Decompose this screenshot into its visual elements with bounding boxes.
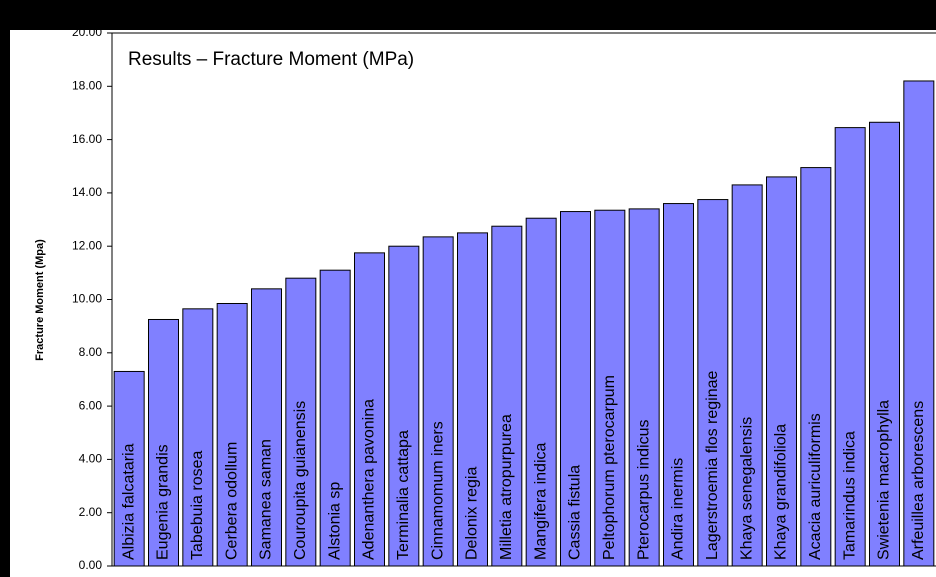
bar-label: Milletia atropurpurea xyxy=(498,414,515,560)
bar-label: Khaya senegalensis xyxy=(738,417,755,560)
bar-label: Delonix regia xyxy=(464,467,481,560)
bar-label: Couroupita guianensis xyxy=(292,401,309,560)
bar xyxy=(663,203,694,567)
bar-label: Albizia falcataria xyxy=(120,443,137,560)
chart-title: Results – Fracture Moment (MPa) xyxy=(128,49,414,70)
bar-label: Andira inermis xyxy=(670,458,687,560)
bar-label: Adenanthera pavonina xyxy=(361,399,378,560)
bar xyxy=(525,217,557,567)
bar xyxy=(766,176,797,567)
bar-label: Eugenia grandis xyxy=(155,444,172,560)
bar xyxy=(319,269,351,567)
y-tick-label: 10.00 xyxy=(72,292,102,306)
bar xyxy=(422,236,454,567)
y-tick-label: 14.00 xyxy=(72,185,102,199)
bar xyxy=(182,308,214,567)
bar xyxy=(594,209,626,567)
bar-label: Peltophorum pterocarpum xyxy=(601,375,618,560)
bar-label: Cassia fistula xyxy=(567,465,584,560)
bar-label: Alstonia sp xyxy=(326,482,343,560)
y-tick-label: 2.00 xyxy=(79,505,103,519)
bar-label: Pterocarpus indicus xyxy=(635,419,652,560)
bar xyxy=(113,370,145,567)
bar xyxy=(697,199,729,567)
bar-label: Swietenia macrophylla xyxy=(876,400,893,560)
bar xyxy=(216,302,248,567)
bar xyxy=(457,232,488,567)
y-tick-label: 4.00 xyxy=(79,452,103,466)
y-tick-label: 12.00 xyxy=(72,238,102,252)
bar xyxy=(354,252,385,567)
bar xyxy=(251,288,282,567)
bar-label: Tabebuia rosea xyxy=(189,450,206,560)
y-axis-label: Fracture Moment (Mpa) xyxy=(34,239,46,361)
bar xyxy=(628,208,660,567)
bar-label: Cerbera odollum xyxy=(223,442,240,560)
bar xyxy=(834,127,866,567)
bar xyxy=(388,245,420,567)
bar xyxy=(800,167,832,567)
bar xyxy=(560,211,591,567)
bar xyxy=(148,318,179,567)
y-tick-label: 18.00 xyxy=(72,78,102,92)
bar-label: Terminalia cattapa xyxy=(395,430,412,560)
bar-label: Lagerstroemia flos reginae xyxy=(704,370,721,560)
y-tick-label: 16.00 xyxy=(72,132,102,146)
y-tick-label: 6.00 xyxy=(79,398,103,412)
bar-label: Cinnamomum iners xyxy=(429,421,446,560)
y-tick-label: 20.00 xyxy=(72,25,102,39)
bar-label: Khaya grandifoliola xyxy=(773,424,790,560)
y-tick-label: 0.00 xyxy=(79,558,103,572)
y-tick-label: 8.00 xyxy=(79,345,103,359)
bar-label: Samanea saman xyxy=(258,439,275,560)
bar xyxy=(491,225,523,567)
bar xyxy=(285,277,317,567)
bar xyxy=(903,80,935,567)
bar xyxy=(869,121,900,567)
bar xyxy=(731,184,763,567)
bar-label: Acacia auriculiformis xyxy=(807,413,824,560)
bar-label: Tamarindus indica xyxy=(841,431,858,560)
bar-label: Arfeuillea arborescens xyxy=(910,401,927,560)
bar-label: Mangifera indica xyxy=(532,443,549,561)
